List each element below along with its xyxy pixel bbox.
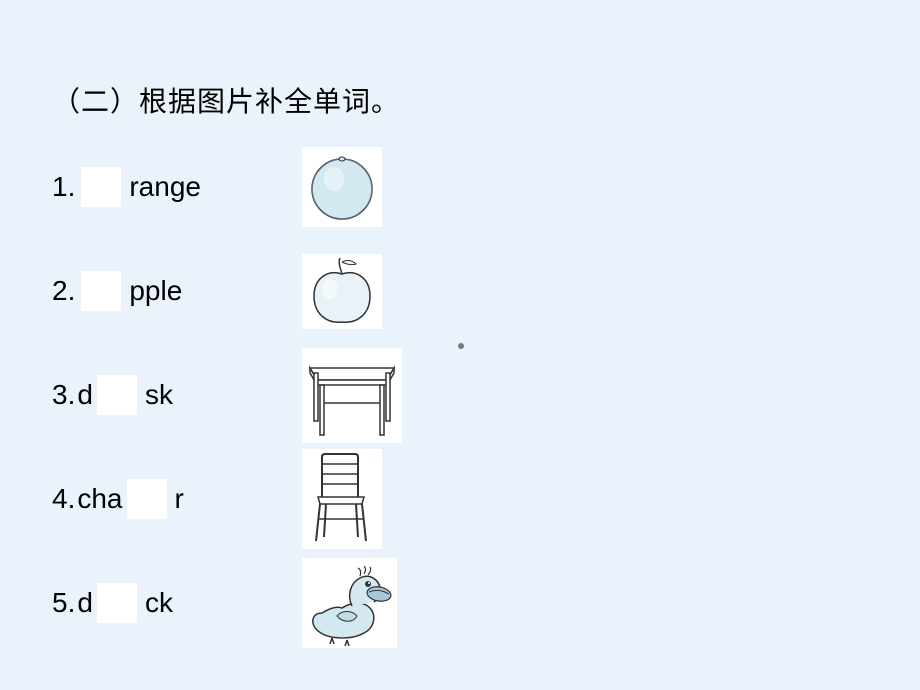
word-suffix: pple <box>129 275 182 307</box>
item-text-2: 2. pple <box>52 271 292 311</box>
apple-image <box>302 254 382 329</box>
blank-box[interactable] <box>97 375 137 415</box>
item-number: 3. <box>52 379 75 411</box>
item-text-3: 3. d sk <box>52 375 292 415</box>
word-suffix: range <box>129 171 201 203</box>
word-suffix: ck <box>145 587 173 619</box>
worksheet-item: 2. pple <box>52 256 920 326</box>
item-text-4: 4. cha r <box>52 479 292 519</box>
blank-box[interactable] <box>97 583 137 623</box>
word-suffix: r <box>175 483 184 515</box>
word-prefix: d <box>77 587 93 619</box>
blank-box[interactable] <box>81 167 121 207</box>
worksheet-item: 4. cha r <box>52 464 920 534</box>
desk-image <box>302 348 402 443</box>
duck-image <box>302 558 397 648</box>
item-number: 5. <box>52 587 75 619</box>
chair-image <box>302 449 382 549</box>
center-marker <box>458 343 464 349</box>
word-suffix: sk <box>145 379 173 411</box>
word-prefix: cha <box>77 483 122 515</box>
item-number: 4. <box>52 483 75 515</box>
word-prefix: d <box>77 379 93 411</box>
worksheet-item: 3. d sk <box>52 360 920 430</box>
item-text-5: 5. d ck <box>52 583 292 623</box>
item-number: 1. <box>52 171 75 203</box>
item-text-1: 1. range <box>52 167 292 207</box>
worksheet-content: （二）根据图片补全单词。 1. range 2. pple <box>0 0 920 638</box>
blank-box[interactable] <box>81 271 121 311</box>
worksheet-item: 1. range <box>52 152 920 222</box>
item-number: 2. <box>52 275 75 307</box>
worksheet-item: 5. d ck <box>52 568 920 638</box>
section-title: （二）根据图片补全单词。 <box>52 80 920 120</box>
blank-box[interactable] <box>127 479 167 519</box>
orange-image <box>302 147 382 227</box>
